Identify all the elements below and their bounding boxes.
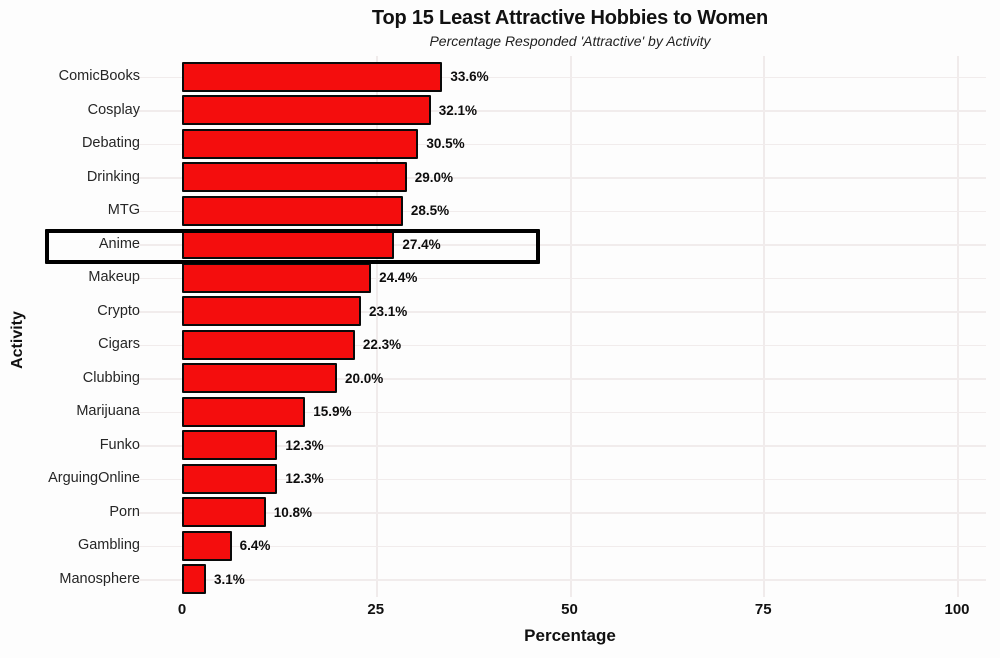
bar-row: 3.1% bbox=[182, 563, 958, 597]
value-label: 28.5% bbox=[410, 203, 450, 218]
category-label: ComicBooks bbox=[58, 68, 140, 84]
value-label: 22.3% bbox=[362, 337, 402, 352]
bar bbox=[182, 564, 207, 595]
bar-row: 22.3% bbox=[182, 328, 958, 362]
bar-row: 30.5% bbox=[182, 127, 958, 161]
value-label: 29.0% bbox=[414, 169, 454, 185]
horizontal-gridline bbox=[138, 445, 986, 447]
bar-row: 32.1% bbox=[182, 94, 958, 128]
horizontal-gridline bbox=[138, 344, 986, 347]
bar-row: 6.4% bbox=[182, 529, 958, 563]
bar-row: 10.8% bbox=[182, 496, 958, 530]
category-label: Gambling bbox=[77, 537, 140, 553]
category-label: Cigars bbox=[98, 336, 140, 352]
chart-title: Top 15 Least Attractive Hobbies to Women bbox=[371, 7, 769, 29]
bar bbox=[182, 61, 443, 92]
horizontal-gridline bbox=[138, 579, 986, 581]
bar bbox=[182, 128, 419, 159]
x-axis-title: Percentage bbox=[524, 626, 616, 645]
category-label: Marijuana bbox=[76, 403, 140, 419]
bar-row: 33.6% bbox=[182, 60, 958, 94]
value-label: 30.5% bbox=[426, 136, 465, 151]
bar bbox=[182, 162, 407, 193]
bar-row: 20.0% bbox=[182, 362, 958, 396]
horizontal-gridline bbox=[138, 210, 986, 213]
value-label: 12.3% bbox=[285, 471, 324, 486]
horizontal-gridline bbox=[138, 512, 986, 514]
bar bbox=[182, 296, 362, 327]
bar bbox=[182, 262, 372, 293]
category-label: Debating bbox=[81, 135, 140, 151]
horizontal-gridline bbox=[138, 378, 986, 380]
category-label: Makeup bbox=[88, 269, 140, 285]
value-label: 32.1% bbox=[438, 102, 478, 118]
vertical-gridline bbox=[763, 56, 766, 597]
category-label: ArguingOnline bbox=[48, 470, 140, 486]
bar-row: 12.3% bbox=[182, 429, 958, 463]
horizontal-gridline bbox=[138, 76, 986, 79]
value-label: 23.1% bbox=[369, 303, 408, 319]
horizontal-gridline bbox=[138, 143, 986, 146]
vertical-gridline bbox=[957, 56, 959, 597]
bar bbox=[182, 363, 337, 394]
bar bbox=[182, 95, 431, 126]
x-tick-label: 0 bbox=[177, 601, 187, 618]
category-label: Crypto bbox=[97, 302, 140, 319]
value-label: 27.4% bbox=[402, 236, 441, 252]
category-label: Manosphere bbox=[59, 570, 140, 587]
bar bbox=[182, 396, 306, 427]
horizontal-gridline bbox=[138, 478, 986, 481]
value-label: 12.3% bbox=[285, 437, 324, 453]
bar-row: 29.0% bbox=[182, 161, 958, 195]
category-label: Funko bbox=[99, 436, 140, 453]
value-label: 10.8% bbox=[273, 504, 312, 520]
vertical-gridline bbox=[569, 56, 572, 597]
bar-row: 15.9% bbox=[182, 395, 958, 429]
category-labels-column: ComicBooks Cosplay Debating Drinking MTG Anim… bbox=[0, 60, 140, 596]
x-tick-label: 100 bbox=[944, 601, 970, 618]
bar bbox=[182, 195, 403, 226]
category-label: Drinking bbox=[86, 168, 140, 185]
horizontal-gridline bbox=[138, 277, 986, 280]
value-label: 6.4% bbox=[239, 538, 271, 553]
highlight-box-anime bbox=[45, 228, 540, 264]
value-label: 20.0% bbox=[345, 370, 384, 386]
bar-row: 28.5% bbox=[182, 194, 958, 228]
horizontal-gridline bbox=[138, 177, 986, 179]
value-label: 24.4% bbox=[379, 270, 418, 285]
horizontal-gridline bbox=[138, 244, 986, 246]
bar bbox=[182, 430, 278, 461]
bar-row: 24.4% bbox=[182, 261, 958, 295]
horizontal-gridline bbox=[138, 311, 986, 313]
category-label: Cosplay bbox=[87, 101, 140, 118]
category-label: Clubbing bbox=[82, 369, 140, 386]
bar bbox=[182, 329, 355, 360]
vertical-gridline bbox=[375, 56, 378, 597]
bar bbox=[182, 463, 278, 494]
x-tick-label: 25 bbox=[367, 601, 385, 618]
horizontal-gridline bbox=[138, 110, 986, 112]
category-label: Anime bbox=[98, 235, 140, 252]
category-label: MTG bbox=[107, 202, 140, 218]
bar bbox=[182, 497, 266, 528]
chart-subtitle: Percentage Responded 'Attractive' by Act… bbox=[429, 33, 711, 49]
category-label: Porn bbox=[109, 503, 140, 520]
bar bbox=[182, 530, 232, 561]
x-axis-ticks: 0 25 50 75 100 bbox=[178, 601, 970, 621]
value-label: 15.9% bbox=[313, 404, 352, 419]
bar-row: 12.3% bbox=[182, 462, 958, 496]
value-label: 3.1% bbox=[214, 571, 245, 587]
horizontal-gridline bbox=[138, 545, 986, 548]
x-tick-label: 75 bbox=[754, 601, 772, 618]
bar-row: 23.1% bbox=[182, 295, 958, 329]
bars-area: 33.6% 32.1% 30.5% 29.0% 28.5% 27.4% 24.4% 23.1%… bbox=[182, 60, 958, 596]
value-label: 33.6% bbox=[450, 69, 489, 84]
x-tick-label: 50 bbox=[561, 601, 578, 618]
horizontal-gridline bbox=[138, 411, 986, 414]
